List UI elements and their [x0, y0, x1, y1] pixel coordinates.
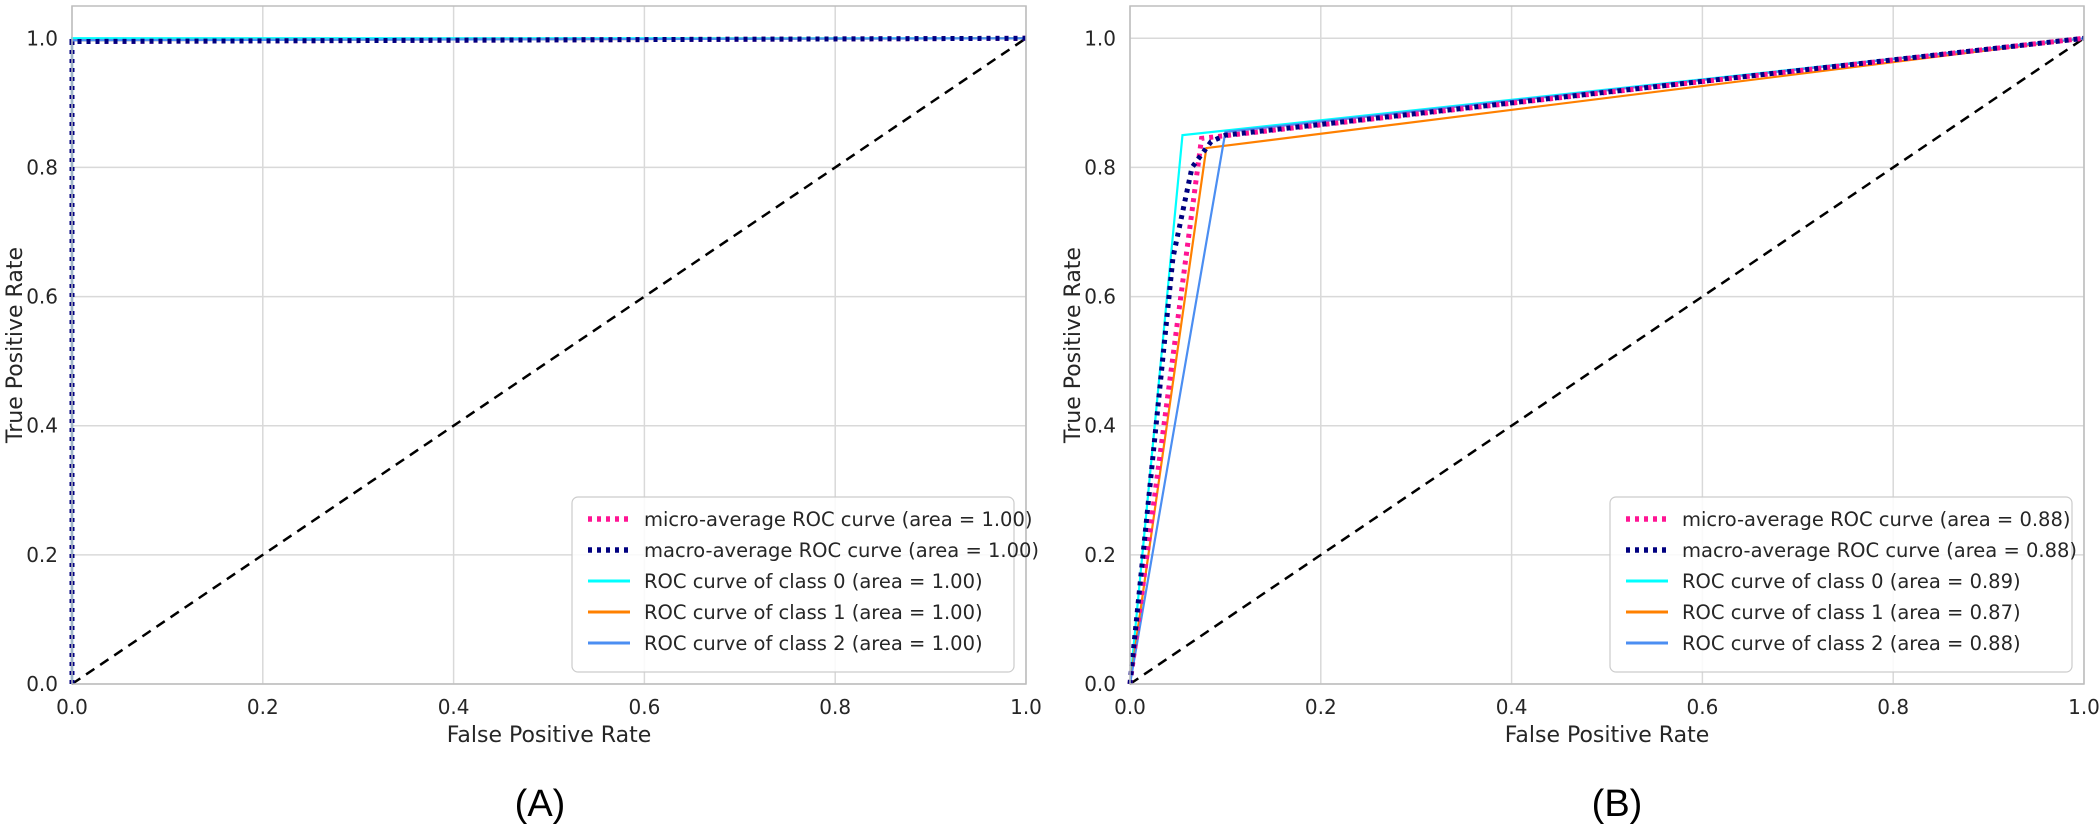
y-tick-label: 1.0: [1084, 26, 1116, 50]
y-axis-title: True Positive Rate: [3, 247, 28, 444]
legend: micro-average ROC curve (area = 0.88) mac…: [1609, 496, 2077, 673]
roc-series-line-1: [1127, 35, 2085, 685]
x-tick-label: 0.6: [1686, 695, 1718, 719]
legend-entry-4: ROC curve of class 2 (area = 1.00): [644, 632, 983, 655]
y-tick-label: 0.6: [26, 285, 58, 309]
chance-diagonal-line: [71, 37, 1027, 686]
x-tick-label: 0.6: [628, 695, 660, 719]
y-tick-label: 0.2: [1084, 543, 1116, 567]
legend-entry-0: micro-average ROC curve (area = 1.00): [644, 508, 1032, 531]
axes-frame: [71, 5, 1027, 685]
y-tick-label: 0.2: [26, 543, 58, 567]
y-tick-label: 0.8: [1084, 155, 1116, 179]
legend-entry-1: macro-average ROC curve (area = 1.00): [644, 539, 1039, 562]
y-tick-label: 0.0: [1084, 672, 1116, 696]
panel-label: (A): [515, 783, 566, 825]
x-axis-title: False Positive Rate: [447, 723, 651, 748]
y-tick-label: 0.8: [26, 155, 58, 179]
chance-diagonal-line: [1129, 37, 2085, 686]
legend-entry-0: micro-average ROC curve (area = 0.88): [1682, 508, 2070, 531]
panel-b: 0.0 0.2 0.4 0.6 0.8 1.0 0.0 0.2 0.4 0.6 0.8 1.0 Fals…: [1061, 5, 2100, 825]
legend-entry-3: ROC curve of class 1 (area = 0.87): [1682, 601, 2021, 624]
y-tick-label: 0.0: [26, 672, 58, 696]
x-tick-label: 1.0: [2068, 695, 2100, 719]
x-tick-label: 0.8: [1877, 695, 1909, 719]
x-tick-label: 0.2: [247, 695, 279, 719]
legend-entry-3: ROC curve of class 1 (area = 1.00): [644, 601, 983, 624]
y-axis-title: True Positive Rate: [1061, 247, 1086, 444]
x-tick-label: 0.0: [56, 695, 88, 719]
legend: micro-average ROC curve (area = 1.00) mac…: [571, 496, 1039, 673]
x-tick-label: 0.0: [1114, 695, 1146, 719]
x-tick-label: 0.2: [1305, 695, 1337, 719]
x-tick-label: 1.0: [1010, 695, 1042, 719]
legend-entry-2: ROC curve of class 0 (area = 1.00): [644, 570, 983, 593]
legend-entry-2: ROC curve of class 0 (area = 0.89): [1682, 570, 2021, 593]
roc-series-line-0: [1127, 35, 2085, 685]
x-tick-label: 0.8: [819, 695, 851, 719]
y-tick-label: 0.4: [26, 414, 58, 438]
x-tick-label: 0.4: [438, 695, 470, 719]
axes-frame: [1129, 5, 2085, 685]
y-tick-label: 1.0: [26, 26, 58, 50]
y-tick-label: 0.6: [1084, 285, 1116, 309]
panel-a: 0.0 0.2 0.4 0.6 0.8 1.0 0.0 0.2 0.4 0.6 0.8 1.0 Fals…: [3, 5, 1042, 825]
x-tick-label: 0.4: [1496, 695, 1528, 719]
legend-box: [1609, 496, 2073, 673]
y-tick-label: 0.4: [1084, 414, 1116, 438]
legend-box: [571, 496, 1015, 673]
legend-entry-1: macro-average ROC curve (area = 0.88): [1682, 539, 2077, 562]
roc-series-line-1: [69, 35, 1027, 684]
legend-entry-4: ROC curve of class 2 (area = 0.88): [1682, 632, 2021, 655]
panel-label: (B): [1592, 783, 1643, 825]
grid: [71, 6, 1027, 685]
x-axis-title: False Positive Rate: [1505, 723, 1709, 748]
